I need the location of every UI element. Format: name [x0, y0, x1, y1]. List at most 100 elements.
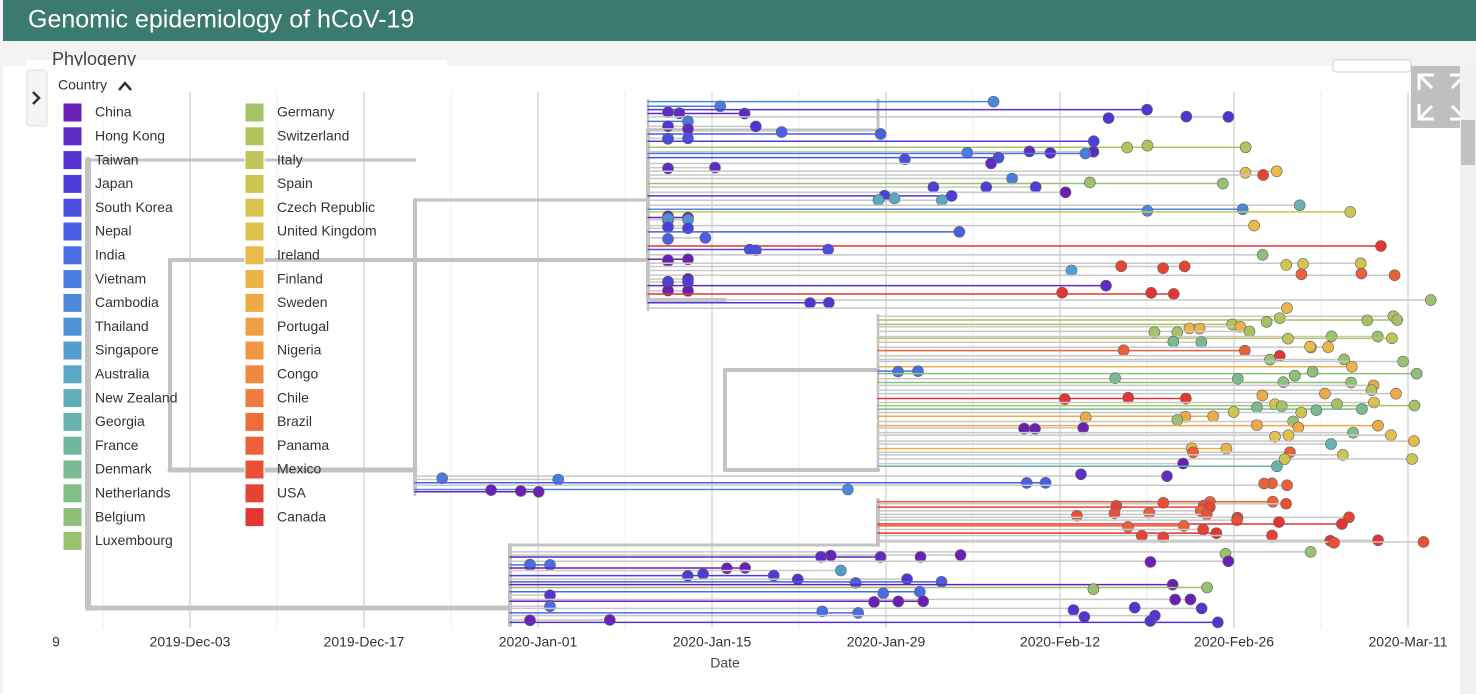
tip [1251, 401, 1263, 414]
tip [888, 192, 901, 205]
tip [1184, 593, 1197, 606]
tip [1039, 477, 1052, 489]
legend-swatch[interactable] [62, 173, 83, 194]
tip [673, 107, 686, 120]
tip [662, 233, 674, 245]
tip [823, 296, 835, 309]
tip [1322, 341, 1334, 353]
tip [1260, 316, 1273, 328]
legend-swatch[interactable] [244, 364, 265, 385]
legend-swatch[interactable] [62, 269, 83, 290]
legend-swatch[interactable] [244, 245, 265, 266]
tip [912, 365, 924, 377]
legend-label: Taiwan [95, 151, 139, 167]
legend-swatch[interactable] [62, 197, 83, 218]
tip [1346, 360, 1358, 373]
tip [1354, 257, 1367, 270]
tip [849, 577, 862, 589]
x-axis: Date 9 2019-Dec-03 2019-Dec-17 2020-Jan-01 2… [52, 634, 1448, 671]
legend-swatch[interactable] [62, 435, 83, 456]
x-tick-label: 2020-Jan-15 [673, 634, 752, 650]
legend-swatch[interactable] [62, 364, 83, 385]
tip [1239, 167, 1252, 179]
legend-swatch[interactable] [62, 292, 83, 313]
legend-swatch[interactable] [244, 292, 265, 313]
tip [877, 587, 890, 600]
tip [1212, 616, 1224, 629]
tip [1079, 147, 1092, 160]
legend-swatch[interactable] [62, 411, 83, 432]
legend-swatch[interactable] [62, 126, 83, 147]
legend-swatch[interactable] [244, 483, 265, 504]
tip [1408, 399, 1421, 412]
tip [1391, 314, 1404, 326]
tip [1319, 387, 1331, 400]
tip [1141, 205, 1154, 217]
legend-swatch[interactable] [244, 269, 265, 290]
tip [1087, 583, 1100, 595]
tip [1071, 509, 1083, 522]
tip [1029, 423, 1041, 435]
tip [1067, 604, 1080, 616]
legend-swatch[interactable] [244, 173, 265, 194]
legend-swatch[interactable] [244, 126, 265, 147]
legend-label: Congo [277, 366, 318, 382]
legend-label: Hong Kong [95, 128, 165, 144]
legend-swatch[interactable] [244, 340, 265, 361]
tip [1282, 429, 1295, 442]
legend-toggle[interactable] [118, 81, 132, 91]
legend-swatch[interactable] [244, 150, 265, 171]
axis-title: Date [710, 655, 740, 671]
legend-swatch[interactable] [244, 435, 265, 456]
tip [1331, 398, 1343, 411]
tip [1020, 477, 1033, 489]
legend-swatch[interactable] [62, 102, 83, 123]
legend-swatch[interactable] [62, 221, 83, 242]
legend-swatch[interactable] [62, 316, 83, 337]
legend-swatch[interactable] [62, 388, 83, 409]
tree [85, 95, 1437, 629]
legend-label: Nepal [95, 223, 132, 239]
tip [1141, 103, 1153, 116]
sidebar-toggle-icon[interactable] [32, 91, 41, 105]
legend-swatch[interactable] [62, 245, 83, 266]
dropdown[interactable] [1332, 59, 1412, 73]
tip [1256, 249, 1269, 261]
panel-title-cover [27, 66, 447, 80]
x-tick-label: 2020-Mar-11 [1368, 634, 1447, 650]
tip [917, 595, 930, 608]
legend-swatch[interactable] [244, 221, 265, 242]
legend-swatch[interactable] [244, 388, 265, 409]
legend-swatch[interactable] [62, 459, 83, 480]
tip [1141, 139, 1154, 152]
tip [1375, 240, 1387, 252]
tip [1306, 365, 1319, 378]
tip [1372, 534, 1384, 547]
tip [791, 573, 804, 586]
legend-swatch[interactable] [244, 197, 265, 218]
scrollbar-thumb[interactable] [1461, 120, 1475, 165]
legend-swatch[interactable] [62, 507, 83, 528]
legend-swatch[interactable] [62, 340, 83, 361]
tip [662, 221, 674, 233]
legend-swatch[interactable] [244, 316, 265, 337]
tip [872, 194, 885, 206]
legend-swatch[interactable] [244, 411, 265, 432]
legend-title[interactable]: Country [58, 77, 107, 93]
tip [1337, 449, 1349, 461]
legend-swatch[interactable] [244, 459, 265, 480]
tip [1304, 340, 1316, 353]
legend-label: Netherlands [95, 485, 171, 501]
sidebar-toggle[interactable] [26, 69, 48, 127]
legend-label: Switzerland [277, 128, 349, 144]
legend-swatch[interactable] [62, 530, 83, 551]
tip [1243, 325, 1256, 338]
tip [1386, 332, 1398, 345]
legend-swatch[interactable] [62, 150, 83, 171]
legend-swatch[interactable] [62, 483, 83, 504]
tip [1297, 258, 1309, 270]
legend-swatch[interactable] [244, 507, 265, 528]
tip [524, 559, 536, 572]
tip [662, 106, 674, 119]
legend-swatch[interactable] [244, 102, 265, 123]
